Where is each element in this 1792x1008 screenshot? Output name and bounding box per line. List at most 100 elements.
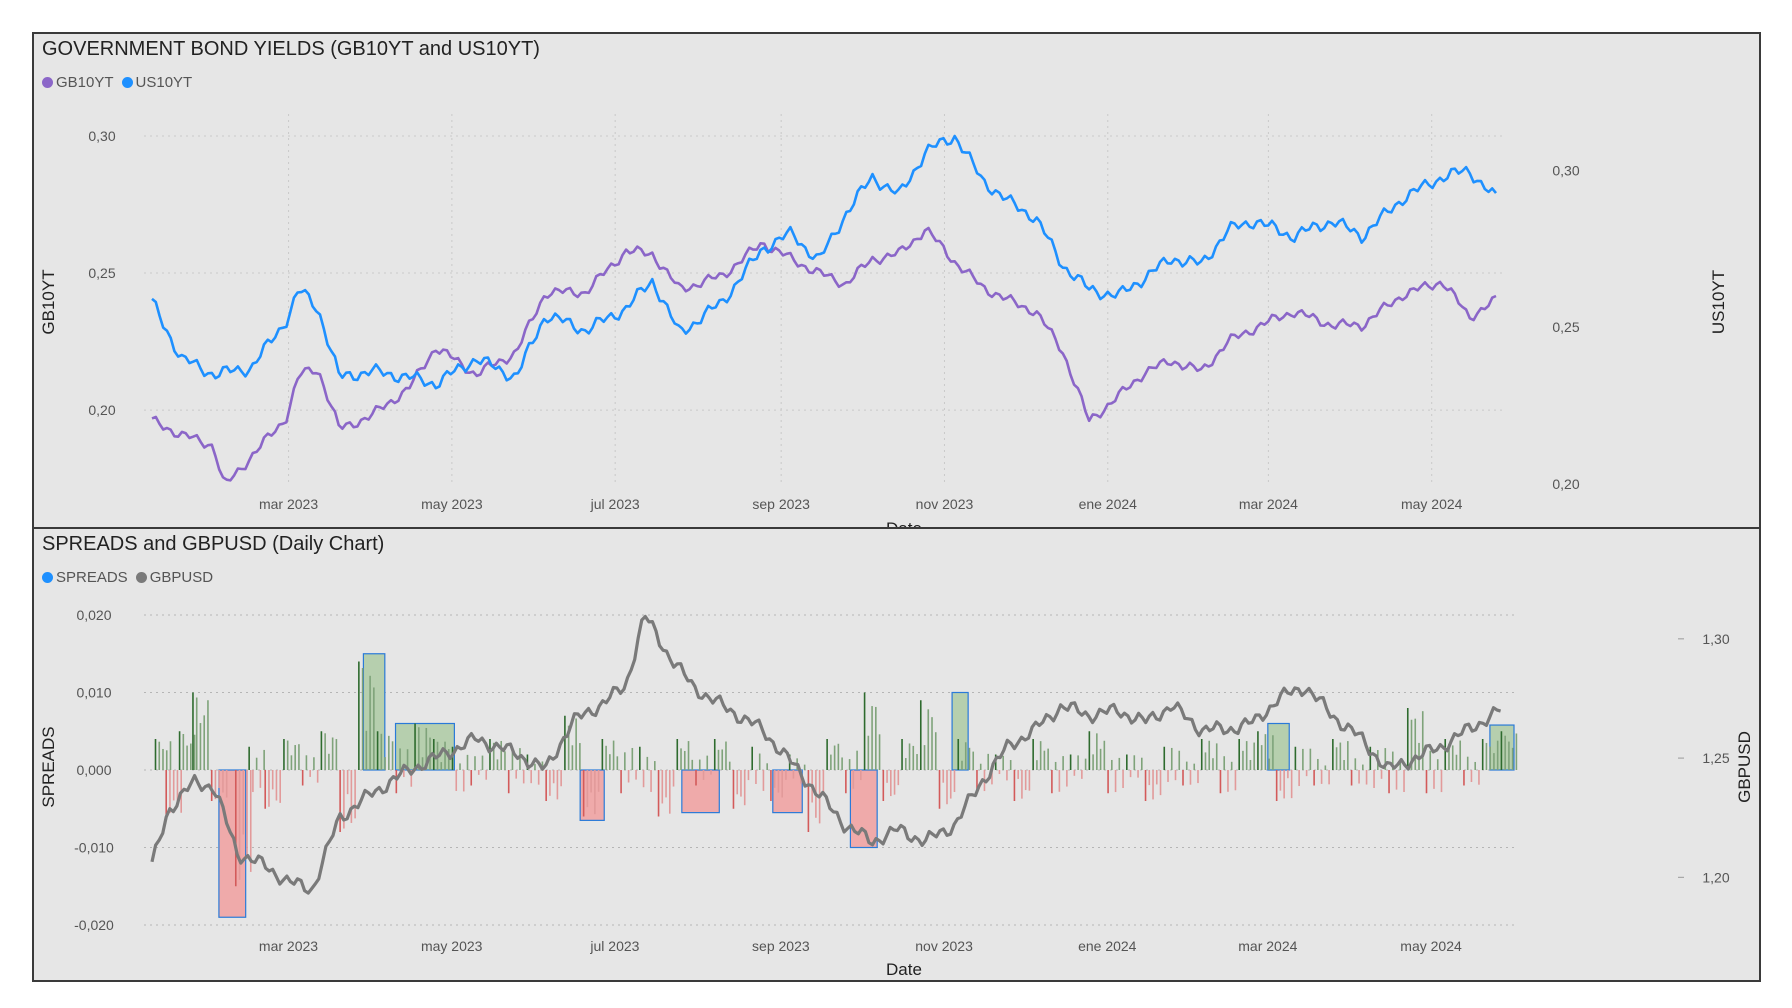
spread-bar <box>154 739 157 770</box>
spread-bar <box>564 715 566 770</box>
spread-bar <box>1511 747 1514 770</box>
spread-bar <box>837 743 840 770</box>
spread-bar <box>698 759 701 770</box>
legend-item-gbpusd[interactable]: GBPUSD <box>135 569 213 586</box>
spread-bar <box>1159 770 1162 796</box>
spread-bar <box>725 741 727 770</box>
spread-bar <box>575 718 577 770</box>
spread-bar <box>826 739 828 770</box>
spread-bar <box>511 749 514 770</box>
spread-bar <box>1039 741 1042 770</box>
spread-bar <box>897 770 900 786</box>
spread-bar <box>1429 750 1432 770</box>
spread-bar <box>1062 756 1064 770</box>
spread-bar <box>158 741 161 770</box>
spread-bar <box>1238 739 1240 770</box>
spread-bar <box>369 675 371 770</box>
spread-bar <box>1208 740 1211 770</box>
spread-bar <box>391 741 394 770</box>
spread-bar <box>474 756 476 770</box>
spread-bar <box>923 745 926 770</box>
y2-tick-label: 1,20 <box>1702 869 1729 885</box>
spread-bar <box>462 770 465 792</box>
spread-bar <box>222 770 224 793</box>
spread-bar <box>246 770 248 857</box>
y-tick-label: 0,25 <box>88 265 115 281</box>
spread-bar <box>1051 770 1053 794</box>
spread-bar <box>1126 754 1128 770</box>
y2-tick-label: 0,25 <box>1552 319 1579 335</box>
spread-bar <box>1485 742 1488 770</box>
spread-bar <box>661 770 664 804</box>
spread-bar <box>313 757 315 770</box>
spread-bar <box>1459 740 1462 770</box>
spread-bar <box>1024 770 1027 791</box>
y-tick-label: 0,020 <box>76 607 111 623</box>
spread-bar <box>537 770 540 785</box>
spread-bar <box>676 739 679 770</box>
spread-bar <box>654 761 656 770</box>
spread-bar <box>481 755 484 770</box>
highlight-box <box>849 769 878 849</box>
spread-bar <box>1369 746 1372 770</box>
spread-bar <box>1249 759 1252 770</box>
spread-bar <box>972 751 975 770</box>
spread-bar <box>249 770 252 872</box>
spread-bar <box>1092 754 1094 770</box>
spread-bar <box>747 770 750 781</box>
spread-bar <box>1493 753 1495 770</box>
spread-bar <box>1197 770 1199 784</box>
y-tick-label: 0,20 <box>88 402 115 418</box>
spread-bar <box>612 740 615 770</box>
spread-bar <box>863 692 866 770</box>
legend-item-spreads[interactable]: SPREADS <box>42 569 128 586</box>
spread-bar <box>283 739 285 770</box>
spread-bar <box>298 744 300 770</box>
spread-bar <box>627 770 630 783</box>
spread-bar <box>207 700 209 770</box>
legend-dot-icon <box>135 572 147 583</box>
legend-item-us10yt[interactable]: US10YT <box>121 74 192 91</box>
spread-bar <box>328 753 330 770</box>
spread-bar <box>740 770 742 797</box>
spread-bar <box>1399 760 1402 770</box>
x-tick-label: may 2024 <box>1400 938 1462 954</box>
spread-bar <box>822 770 825 794</box>
spread-bar <box>683 750 686 770</box>
spread-bar <box>579 743 581 770</box>
spread-bar <box>594 770 596 815</box>
spread-bar <box>762 770 765 791</box>
spread-bar <box>1257 731 1259 770</box>
y-tick-label: 0,000 <box>76 762 111 778</box>
spread-bar <box>1466 756 1469 770</box>
spread-bar <box>946 770 948 805</box>
spread-bar <box>1395 770 1398 790</box>
spread-bar <box>1006 770 1008 781</box>
spread-bar <box>1009 760 1012 770</box>
spread-bar <box>728 761 731 770</box>
spread-bar <box>882 770 885 801</box>
y2-axis-title: GBPUSD <box>1735 731 1754 803</box>
spread-bar <box>886 770 888 783</box>
spread-bar <box>1343 760 1345 770</box>
legend-item-gb10yt[interactable]: GB10YT <box>42 74 114 91</box>
spread-bar <box>507 770 510 794</box>
spread-bar <box>169 741 172 770</box>
spread-bar <box>1096 733 1098 770</box>
chart-legend: SPREADS GBPUSD <box>42 569 213 586</box>
spread-bar <box>384 757 386 770</box>
spread-bar <box>706 755 709 770</box>
spread-bar <box>1099 748 1102 770</box>
spread-bar <box>755 770 757 785</box>
spread-bar <box>567 725 570 770</box>
spread-bar <box>785 770 787 780</box>
spread-bar <box>998 770 1001 775</box>
spread-bar <box>1114 770 1117 793</box>
spread-bar <box>721 749 724 770</box>
spread-bar <box>275 770 278 801</box>
spread-bar <box>320 731 323 770</box>
x-tick-label: mar 2024 <box>1239 496 1298 512</box>
spread-bar <box>1227 770 1229 792</box>
spread-bar <box>1081 770 1083 779</box>
spread-bar <box>668 770 671 814</box>
